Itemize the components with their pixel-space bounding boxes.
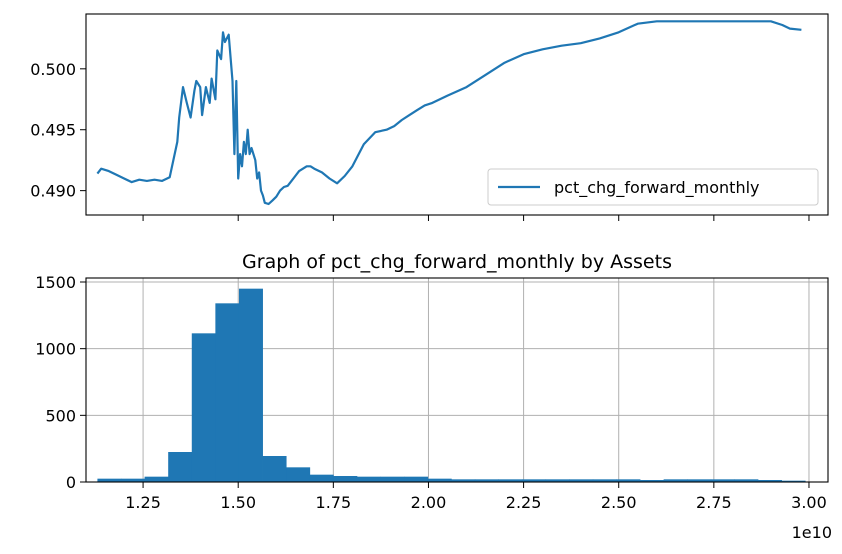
histogram-bar [309,474,334,482]
legend: pct_chg_forward_monthly [487,168,819,206]
x-tick-label: 2.00 [411,493,447,512]
histogram-bar [121,478,145,482]
histogram-bar [522,479,547,482]
y-tick-label: 1000 [35,340,76,359]
histogram-bar [734,479,759,482]
histogram-bar [144,476,169,482]
line-chart-x-ticks [142,215,810,221]
histogram-bar [710,479,735,482]
y-tick-label: 1500 [35,273,76,292]
y-tick-label: 0.495 [30,121,76,140]
histogram-bar [498,479,523,482]
x-tick-label: 1.75 [316,493,352,512]
histogram-bar [168,452,193,482]
histogram-bar [451,479,476,482]
histogram-bar [781,480,806,482]
chart-title: Graph of pct_chg_forward_monthly by Asse… [242,251,672,273]
histogram-bar [663,479,688,482]
histogram-bar [474,479,499,482]
histogram-frame [85,277,829,483]
line-chart: 0.490 0.495 0.500 pct_chg_forward_monthly [30,13,829,221]
x-tick-label: 2.25 [506,493,542,512]
histogram-bar [262,456,287,482]
histogram-bar [687,479,712,482]
histogram-bar [215,303,240,482]
x-tick-label: 1.50 [220,493,256,512]
y-tick-label: 0 [66,473,76,492]
histogram-bar [380,476,405,482]
histogram-bar [191,333,216,482]
line-chart-frame [85,13,829,216]
line-chart-y-ticks: 0.490 0.495 0.500 [30,60,86,201]
histogram-bar [592,479,617,482]
histogram-bar [427,478,452,482]
histogram-bar [286,467,311,482]
histogram-x-ticks: 1.25 1.50 1.75 2.00 2.25 2.50 2.75 3.00 [125,482,827,512]
x-tick-label: 2.75 [696,493,732,512]
x-tick-label: 1.25 [125,493,161,512]
histogram-bar [404,476,429,482]
histogram-bar [569,479,594,482]
histogram-bar [757,480,782,482]
histogram-bar [356,476,381,482]
x-axis-offset-label: 1e10 [792,523,832,542]
histogram-bar [545,479,570,482]
y-tick-label: 500 [45,406,76,425]
x-tick-label: 2.50 [601,493,637,512]
series-line-pct-chg-forward-monthly [96,20,802,206]
histogram-bars [97,288,806,482]
y-tick-label: 0.500 [30,60,76,79]
histogram-bar [616,479,641,482]
histogram-bar [640,480,665,482]
histogram-bar [97,478,122,482]
x-tick-label: 3.00 [791,493,827,512]
histogram-y-ticks: 0 500 1000 1500 [35,273,86,492]
legend-label: pct_chg_forward_monthly [554,178,760,198]
histogram-chart: 0 500 1000 1500 1.25 1.50 1.75 2.00 2.25 2.50 2.7… [35,251,832,542]
legend-box [487,168,819,206]
histogram-bar [238,288,263,482]
histogram-bar [333,476,358,482]
y-tick-label: 0.490 [30,182,76,201]
